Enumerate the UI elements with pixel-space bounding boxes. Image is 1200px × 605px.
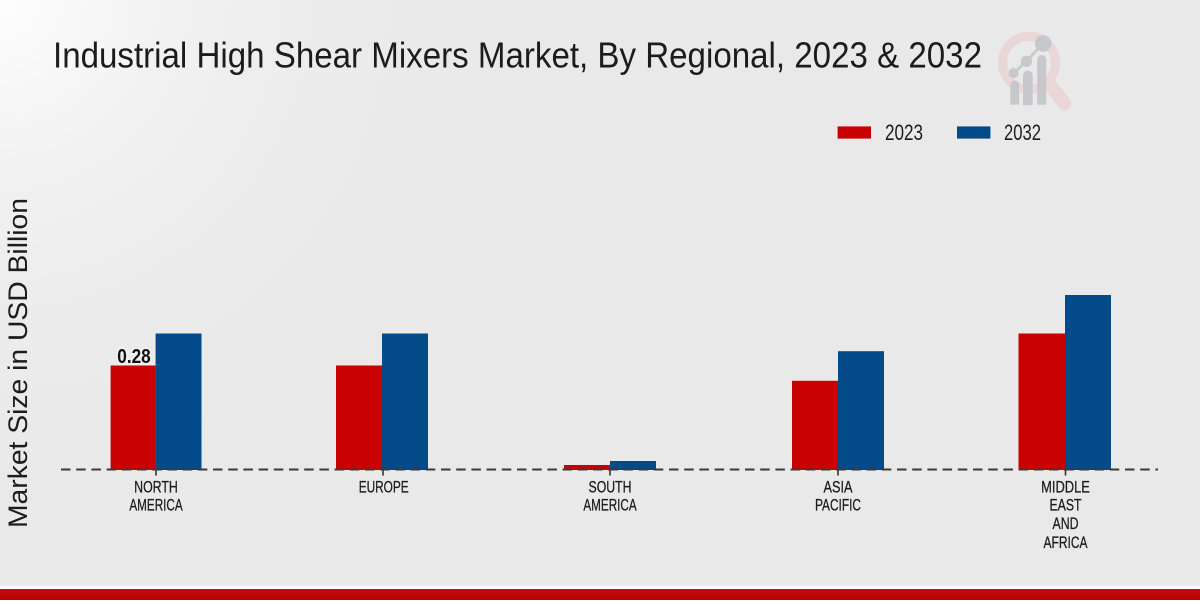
svg-text:NORTH: NORTH: [134, 478, 178, 497]
svg-text:EAST: EAST: [1050, 496, 1082, 515]
svg-text:Industrial High Shear Mixers M: Industrial High Shear Mixers Market, By …: [53, 35, 982, 76]
svg-text:AFRICA: AFRICA: [1044, 533, 1088, 552]
svg-text:MIDDLE: MIDDLE: [1041, 478, 1090, 497]
svg-text:ASIA: ASIA: [824, 478, 853, 497]
svg-text:AMERICA: AMERICA: [583, 496, 637, 515]
svg-text:Market Size in USD Billion: Market Size in USD Billion: [3, 198, 33, 528]
svg-text:AMERICA: AMERICA: [129, 496, 183, 515]
svg-text:PACIFIC: PACIFIC: [815, 496, 861, 515]
svg-text:2032: 2032: [1004, 120, 1041, 145]
svg-text:0.28: 0.28: [117, 346, 151, 368]
svg-text:AND: AND: [1053, 514, 1079, 533]
svg-text:SOUTH: SOUTH: [589, 478, 632, 497]
svg-text:2023: 2023: [885, 120, 923, 145]
svg-text:EUROPE: EUROPE: [359, 478, 409, 497]
